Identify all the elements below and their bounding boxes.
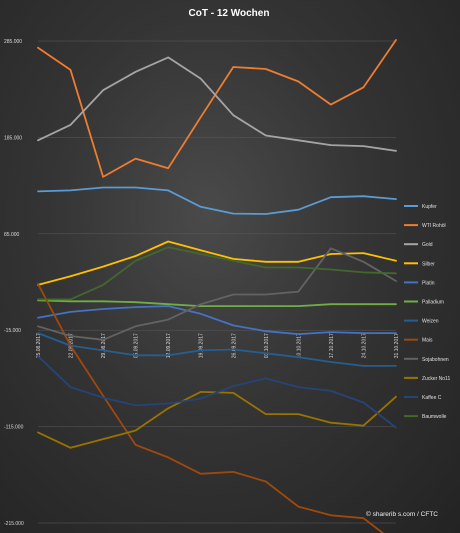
series-line-kupfer	[37, 186, 397, 215]
legend-label: Silber	[422, 261, 435, 267]
legend-label: Kupfer	[422, 204, 437, 210]
x-tick-label: 12.09.2017	[166, 333, 172, 358]
x-tick-label: 17.10.2017	[329, 333, 335, 358]
series-lines	[37, 39, 397, 533]
legend-label: Weizen	[422, 319, 439, 325]
legend-label: Sojabohnen	[422, 357, 449, 363]
series-line-silber	[37, 240, 397, 286]
y-tick-label: -15.000	[4, 328, 21, 334]
x-tick-label: 05.09.2017	[134, 333, 140, 358]
legend-label: Mais	[422, 338, 433, 344]
series-line-weizen	[37, 332, 397, 367]
y-tick-label: 185.000	[4, 135, 22, 141]
x-tick-label: 29.08.2017	[101, 333, 107, 358]
series-line-palladium	[37, 299, 397, 308]
series-line-gold	[37, 56, 397, 152]
series-line-wti-roh-l	[37, 39, 397, 178]
legend: Kupfer WTI Rohöl Gold Silber Platin Palladium…	[404, 204, 450, 420]
x-axis-ticks: 15.08.2017 22.08.2017 29.08.2017 05.09.2017…	[36, 333, 400, 358]
x-tick-label: 26.09.2017	[231, 333, 237, 358]
legend-label: Kaffee C	[422, 395, 442, 401]
x-tick-label: 31.10.2017	[394, 333, 400, 358]
x-tick-label: 15.08.2017	[36, 333, 42, 358]
y-axis-ticks: 285.000 185.000 85.000 -15.000 -115.000 -215.…	[4, 39, 24, 527]
y-tick-label: -115.000	[4, 425, 24, 431]
grid-layer	[38, 40, 396, 524]
source-credit: © sharerib s.com / CFTC	[366, 510, 438, 518]
series-line-platin	[37, 305, 397, 336]
x-tick-label: 24.10.2017	[361, 333, 367, 358]
series-line-zucker-no11	[37, 390, 397, 449]
legend-label: Platin	[422, 280, 435, 286]
x-tick-label: 10.10.2017	[296, 333, 302, 358]
y-tick-label: -215.000	[4, 521, 24, 527]
series-line-sojabohnen	[37, 247, 397, 341]
legend-label: WTI Rohöl	[422, 223, 446, 229]
chart-title: CoT - 12 Wochen	[189, 8, 270, 19]
legend-label: Gold	[422, 242, 433, 248]
legend-label: Palladium	[422, 300, 444, 306]
legend-label: Zucker No11	[422, 376, 450, 382]
series-line-kaffee-c	[37, 355, 397, 429]
series-line-baumwolle	[37, 246, 397, 301]
series-line-mais	[37, 282, 385, 533]
legend-label: Baumwolle	[422, 414, 447, 420]
y-tick-label: 285.000	[4, 39, 22, 45]
y-tick-label: 85.000	[4, 232, 20, 238]
x-tick-label: 03.10.2017	[264, 333, 270, 358]
x-tick-label: 19.09.2017	[199, 333, 205, 358]
